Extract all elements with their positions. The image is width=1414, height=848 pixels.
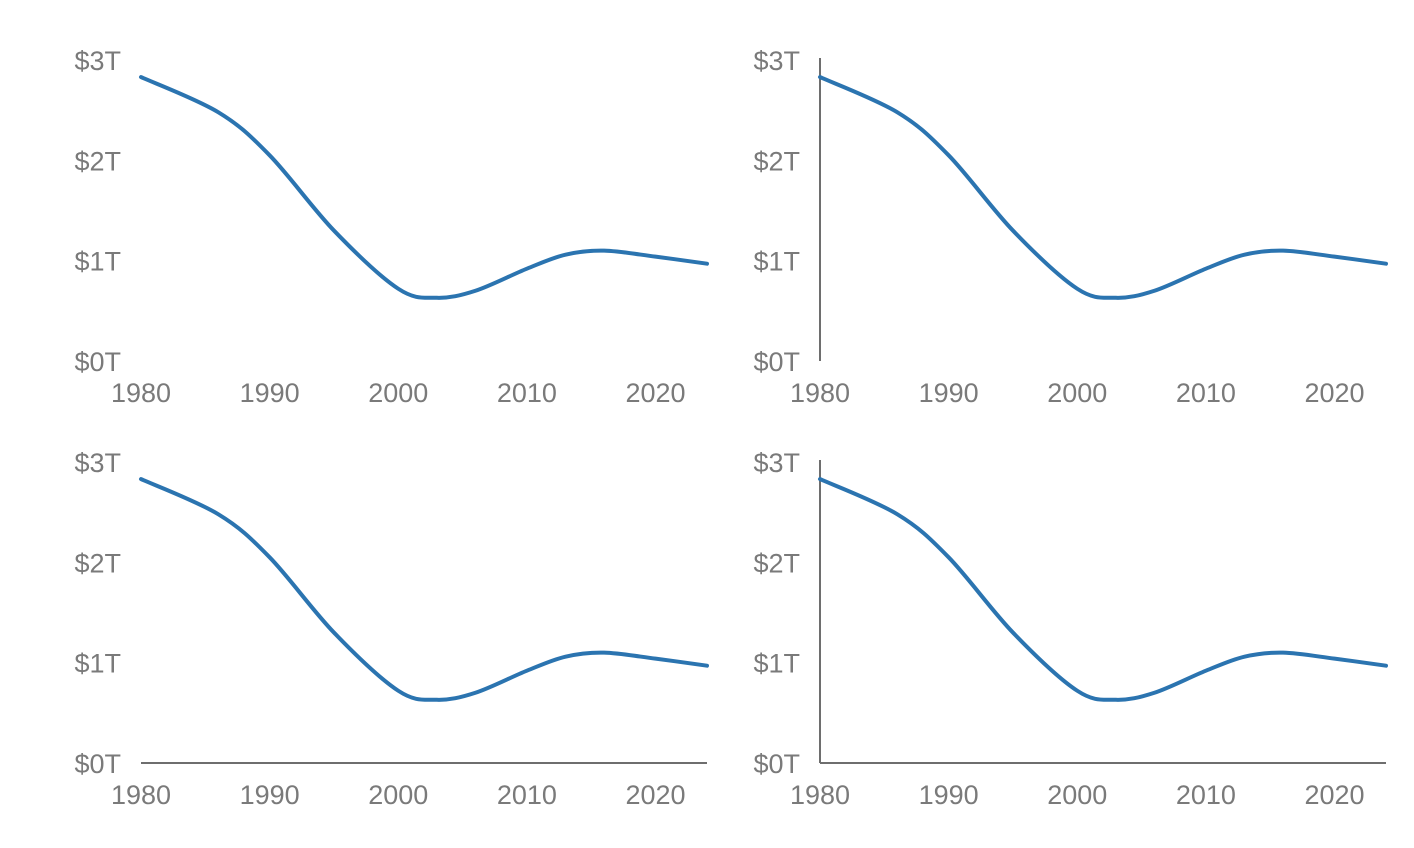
y-tick-label: $3T [74,46,121,76]
y-tick-label: $0T [74,749,121,779]
x-tick-label: 1990 [919,378,979,408]
y-tick-label: $3T [753,448,800,478]
x-tick-label: 1990 [240,780,300,810]
y-tick-label: $3T [74,448,121,478]
x-tick-label: 2000 [368,378,428,408]
x-tick-label: 2000 [368,780,428,810]
x-tick-label: 2000 [1047,780,1107,810]
y-tick-label: $2T [753,548,800,578]
x-tick-label: 2020 [626,780,686,810]
y-tick-label: $3T [753,46,800,76]
x-tick-label: 2010 [497,780,557,810]
y-tick-label: $2T [74,146,121,176]
x-tick-label: 2000 [1047,378,1107,408]
x-tick-label: 2010 [1176,780,1236,810]
x-tick-label: 1980 [790,378,850,408]
x-tick-label: 2020 [1305,780,1365,810]
chart-panel-bottom-left: $0T $1T $2T $3T 1980 1990 2000 2010 2020 [74,448,709,810]
chart-panel-bottom-right: $0T $1T $2T $3T 1980 1990 2000 2010 2020 [753,448,1388,810]
series-line [818,477,1388,702]
chart-panel-top-right: $0T $1T $2T $3T 1980 1990 2000 2010 2020 [753,46,1388,408]
x-tick-label: 1990 [919,780,979,810]
x-tick-label: 1980 [790,780,850,810]
x-tick-label: 2020 [626,378,686,408]
y-tick-label: $2T [74,548,121,578]
x-tick-label: 2010 [1176,378,1236,408]
x-tick-label: 1980 [111,780,171,810]
chart-panel-top-left: $0T $1T $2T $3T 1980 1990 2000 2010 2020 [74,46,709,408]
x-tick-label: 1990 [240,378,300,408]
y-tick-label: $1T [753,649,800,679]
y-tick-label: $0T [74,347,121,377]
y-tick-label: $0T [753,749,800,779]
x-tick-label: 1980 [111,378,171,408]
y-tick-label: $1T [74,649,121,679]
y-tick-label: $1T [74,247,121,277]
x-tick-label: 2010 [497,378,557,408]
y-tick-label: $0T [753,347,800,377]
series-line [139,477,709,702]
x-tick-label: 2020 [1305,378,1365,408]
y-tick-label: $1T [753,247,800,277]
series-line [139,75,709,300]
y-tick-label: $2T [753,146,800,176]
series-line [818,75,1388,300]
